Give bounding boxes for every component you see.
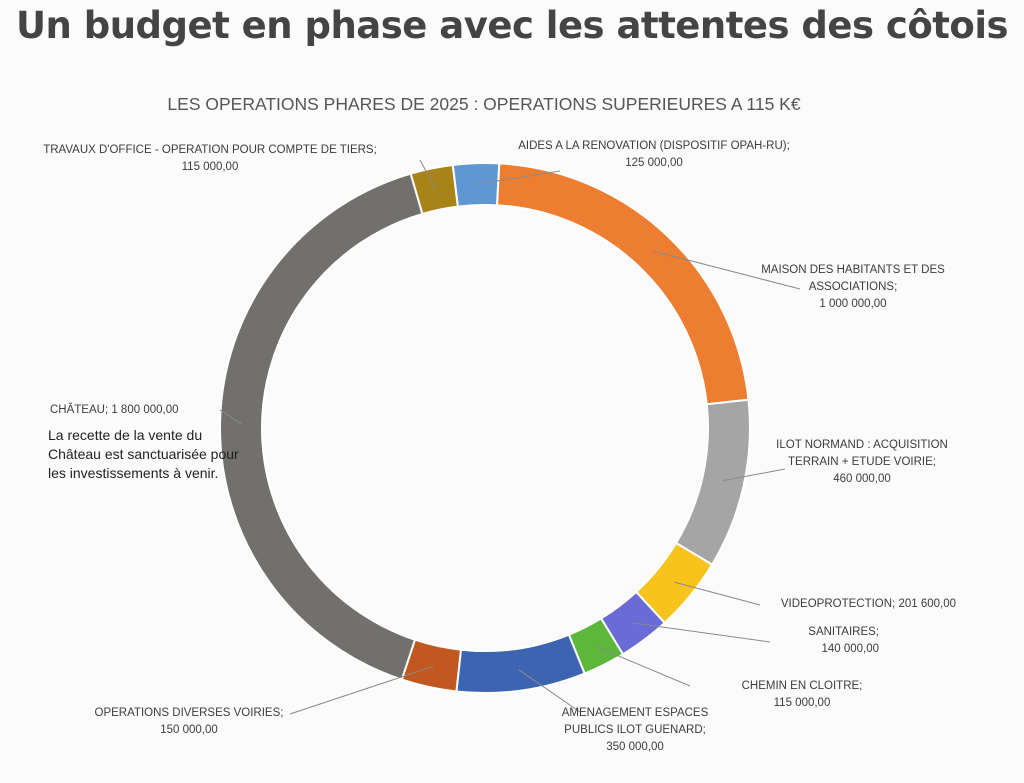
slice-label-6-line-1: PUBLICS ILOT GUENARD;: [564, 724, 706, 736]
slice-0: [451, 162, 501, 208]
slice-label-2-line-1: TERRAIN + ETUDE VOIRIE;: [788, 456, 936, 468]
slice-6: [455, 633, 586, 694]
slice-label-9: TRAVAUX D'OFFICE - OPERATION POUR COMPTE…: [43, 144, 377, 173]
label-leader-lines: [219, 159, 801, 715]
slice-label-6: AMENAGEMENT ESPACES PUBLICS ILOT GUENARD;…: [562, 707, 709, 753]
donut-slices: [219, 162, 751, 694]
slice-label-0-line-0: AIDES A LA RENOVATION (DISPOSITIF OPAH-R…: [518, 140, 790, 152]
slice-label-1-line-1: ASSOCIATIONS;: [809, 281, 898, 293]
slice-label-6-line-0: AMENAGEMENT ESPACES: [562, 707, 709, 719]
slice-label-3-line-0: VIDEOPROTECTION; 201 600,00: [781, 598, 956, 610]
slice-label-7-line-1: 150 000,00: [160, 724, 218, 736]
slice-9: [409, 163, 459, 216]
leader-line-2: [723, 468, 786, 482]
slice-label-2-line-0: ILOT NORMAND : ACQUISITION: [776, 439, 948, 451]
slice-label-7: OPERATIONS DIVERSES VOIRIES; 150 000,00: [95, 707, 284, 736]
leader-line-9: [419, 159, 437, 190]
leader-line-3: [674, 581, 761, 606]
slice-label-5: CHEMIN EN CLOITRE; 115 000,00: [742, 680, 863, 709]
chateau-note: La recette de la vente du Château est sa…: [48, 427, 239, 481]
slice-label-0: AIDES A LA RENOVATION (DISPOSITIF OPAH-R…: [518, 140, 790, 169]
slice-label-4: SANITAIRES; 140 000,00: [808, 626, 879, 655]
slice-label-9-line-1: 115 000,00: [182, 161, 239, 173]
slice-label-7-line-0: OPERATIONS DIVERSES VOIRIES;: [95, 707, 284, 719]
slice-label-1-line-2: 1 000 000,00: [819, 298, 886, 310]
slice-label-2: ILOT NORMAND : ACQUISITION TERRAIN + ETUD…: [776, 439, 948, 485]
slice-label-3: VIDEOPROTECTION; 201 600,00: [781, 598, 956, 610]
leader-line-6: [518, 669, 581, 713]
slice-label-4-line-1: 140 000,00: [821, 643, 879, 655]
leader-line-0: [476, 170, 561, 185]
slice-label-4-line-0: SANITAIRES;: [808, 626, 879, 638]
slice-1: [495, 162, 750, 406]
slice-label-9-line-0: TRAVAUX D'OFFICE - OPERATION POUR COMPTE…: [43, 144, 377, 156]
slice-label-5-line-1: 115 000,00: [774, 697, 831, 709]
page-headline: Un budget en phase avec les attentes des…: [15, 4, 1009, 47]
slice-label-6-line-2: 350 000,00: [606, 741, 664, 753]
chart-title: LES OPERATIONS PHARES DE 2025 : OPERATIO…: [167, 94, 800, 114]
slice-label-1-line-0: MAISON DES HABITANTS ET DES: [761, 264, 945, 276]
slice-label-5-line-0: CHEMIN EN CLOITRE;: [742, 680, 863, 692]
leader-line-8: [219, 409, 242, 425]
leader-line-5: [594, 645, 691, 687]
leader-line-7: [289, 665, 434, 715]
slice-2: [674, 398, 751, 566]
slice-label-8: CHÂTEAU; 1 800 000,00: [50, 403, 179, 416]
slice-label-2-line-2: 460 000,00: [833, 473, 891, 485]
slice-labels: AIDES A LA RENOVATION (DISPOSITIF OPAH-R…: [43, 140, 956, 753]
leader-line-4: [631, 622, 771, 643]
slice-label-1: MAISON DES HABITANTS ET DES ASSOCIATIONS;…: [761, 264, 945, 310]
slice-8: [219, 172, 424, 681]
leader-line-1: [652, 250, 801, 290]
slice-label-0-line-1: 125 000,00: [625, 157, 683, 169]
slice-label-8-line-0: CHÂTEAU; 1 800 000,00: [50, 403, 179, 416]
